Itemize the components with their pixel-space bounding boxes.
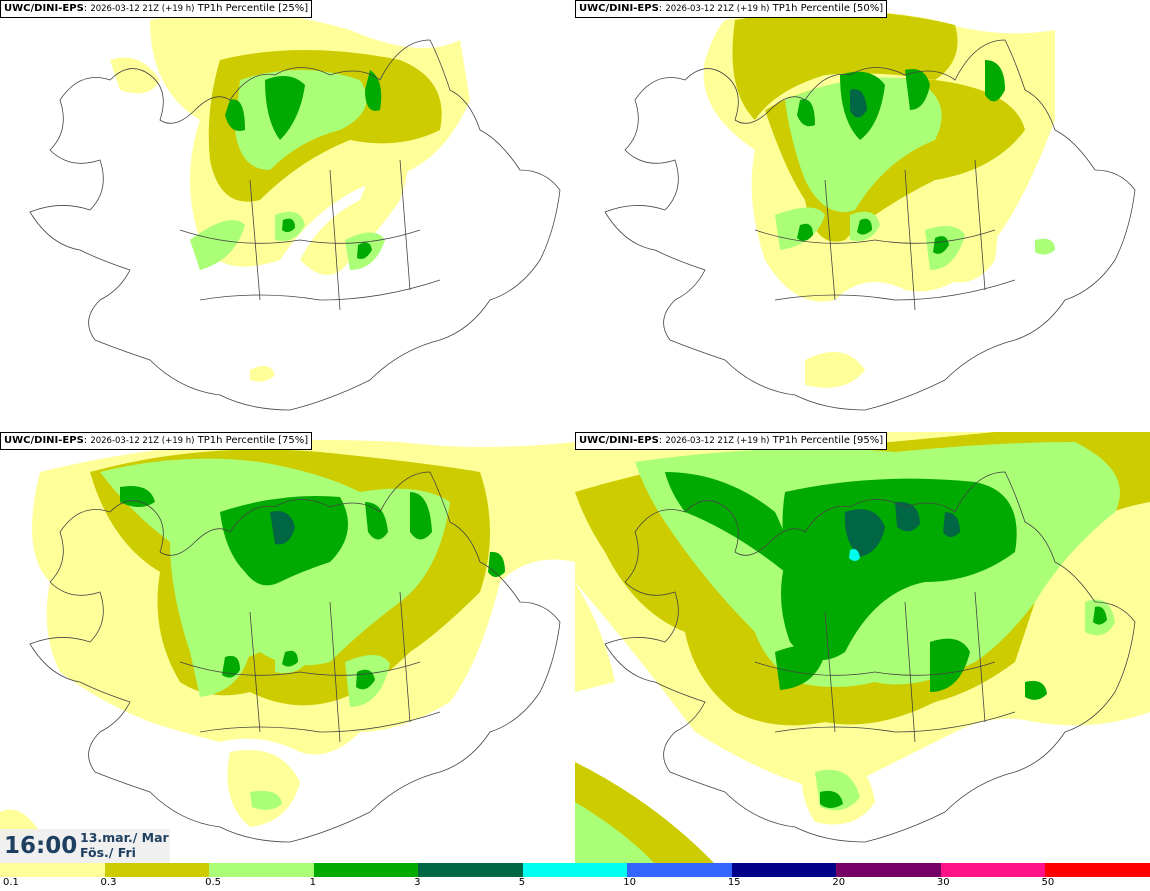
panel-title: UWC/DINI-EPS: 2026-03-12 21Z (+19 h) TP1… [575, 432, 888, 450]
run-info: 2026-03-12 21Z (+19 h) [90, 4, 195, 14]
colorbar-swatch [836, 863, 941, 877]
colorbar-tick-label: 3 [414, 877, 421, 888]
valid-date-line1: 13.mar./ Mar [80, 830, 169, 845]
precip-map-p75 [0, 440, 575, 843]
iceland-coastline [604, 471, 1136, 843]
field-name: TP1h Percentile [95%] [772, 435, 884, 446]
valid-time-box: 16:00 13.mar./ Mar Fös./ Fri [0, 829, 170, 863]
field-name: TP1h Percentile [50%] [772, 3, 884, 14]
precip-fields [110, 12, 470, 382]
model-name: UWC/DINI-EPS [4, 435, 84, 446]
colorbar-swatch [104, 863, 210, 877]
colorbar-tick-label: 10 [623, 877, 636, 888]
valid-time: 16:00 [4, 833, 78, 859]
field-name: TP1h Percentile [25%] [197, 3, 309, 14]
map-panel-p75: UWC/DINI-EPS: 2026-03-12 21Z (+19 h) TP1… [0, 432, 575, 864]
precip-map-p95 [575, 432, 1150, 864]
run-info: 2026-03-12 21Z (+19 h) [665, 4, 770, 14]
colorbar-tick-label: 5 [518, 877, 526, 888]
colorbar-tick-label: 0.3 [100, 877, 117, 888]
colorbar [0, 863, 1150, 877]
map-panel-p50: UWC/DINI-EPS: 2026-03-12 21Z (+19 h) TP1… [575, 0, 1150, 432]
iceland-coastline [29, 39, 561, 411]
model-name: UWC/DINI-EPS [579, 3, 659, 14]
precip-map-p25 [29, 12, 561, 411]
colorbar-swatch [313, 863, 419, 877]
model-name: UWC/DINI-EPS [579, 435, 659, 446]
valid-date-line2: Fös./ Fri [80, 845, 136, 860]
iceland-coastline [604, 39, 1136, 411]
panel-title: UWC/DINI-EPS: 2026-03-12 21Z (+19 h) TP1… [0, 0, 313, 18]
colorbar-tick-label: 20 [832, 877, 846, 888]
colorbar-tick-label: 15 [727, 877, 741, 888]
colorbar-tick-label: 30 [936, 877, 950, 888]
panel-title: UWC/DINI-EPS: 2026-03-12 21Z (+19 h) TP1… [575, 0, 888, 18]
precip-fields [0, 440, 575, 842]
field-name: TP1h Percentile [75%] [197, 435, 309, 446]
colorbar-swatch [418, 863, 523, 877]
colorbar-tick-label: 0.1 [3, 877, 19, 888]
colorbar-ticks: 0.1 0.3 0.5 1 3 5 10 15 20 30 50 [0, 877, 1150, 891]
colorbar-tick-label: 50 [1041, 877, 1055, 888]
precip-map-p50 [604, 10, 1136, 411]
colorbar-swatch [209, 863, 314, 877]
panel-title: UWC/DINI-EPS: 2026-03-12 21Z (+19 h) TP1… [0, 432, 313, 450]
run-info: 2026-03-12 21Z (+19 h) [90, 436, 195, 446]
map-panel-p25: UWC/DINI-EPS: 2026-03-12 21Z (+19 h) TP1… [0, 0, 575, 432]
iceland-coastline [29, 471, 561, 843]
precip-fields [703, 10, 1055, 388]
precip-fields [575, 432, 1150, 864]
colorbar-swatch [522, 863, 628, 877]
valid-date: 13.mar./ Mar Fös./ Fri [80, 830, 169, 860]
colorbar-swatch [0, 863, 105, 877]
colorbar-swatch [731, 863, 837, 877]
run-info: 2026-03-12 21Z (+19 h) [665, 436, 770, 446]
colorbar-tick-label: 0.5 [205, 877, 221, 888]
colorbar-swatch [940, 863, 1046, 877]
colorbar-swatch [627, 863, 732, 877]
model-name: UWC/DINI-EPS [4, 3, 84, 14]
map-panel-p95: UWC/DINI-EPS: 2026-03-12 21Z (+19 h) TP1… [575, 432, 1150, 864]
colorbar-tick-label: 1 [309, 877, 316, 888]
colorbar-swatch [1045, 863, 1150, 877]
